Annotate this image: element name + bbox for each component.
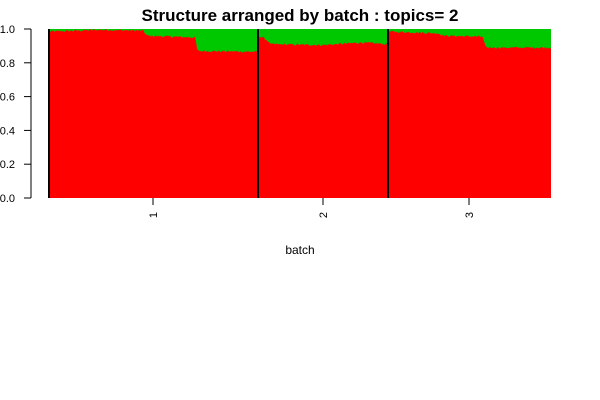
x-tick-label: 2 — [318, 212, 330, 218]
x-tick-label: 3 — [464, 212, 476, 218]
y-tick-label: 0.8 — [0, 58, 15, 70]
batch-3-group — [388, 29, 551, 199]
chart-title: Structure arranged by batch : topics= 2 — [142, 6, 459, 25]
y-tick-label: 0.2 — [0, 159, 15, 171]
y-tick-label: 0.4 — [0, 125, 15, 137]
batch-separators — [48, 29, 389, 198]
x-tick-label: 1 — [148, 212, 160, 218]
y-tick-label: 0.6 — [0, 92, 15, 104]
topic1-area-batch-2 — [258, 35, 388, 198]
topic1-area-batch-3 — [388, 30, 551, 199]
topic1-area-batch-1 — [49, 29, 258, 198]
x-axis-label: batch — [285, 243, 314, 257]
stacked-bars — [49, 29, 551, 199]
batch-1-group — [49, 29, 258, 198]
y-axis: 0.0 0.2 0.4 0.6 0.8 1.0 — [0, 24, 32, 205]
y-tick-label: 1.0 — [0, 24, 15, 36]
x-axis: 1 2 3 — [148, 198, 476, 218]
batch-2-group — [258, 29, 388, 198]
y-tick-label: 0.0 — [0, 193, 15, 205]
